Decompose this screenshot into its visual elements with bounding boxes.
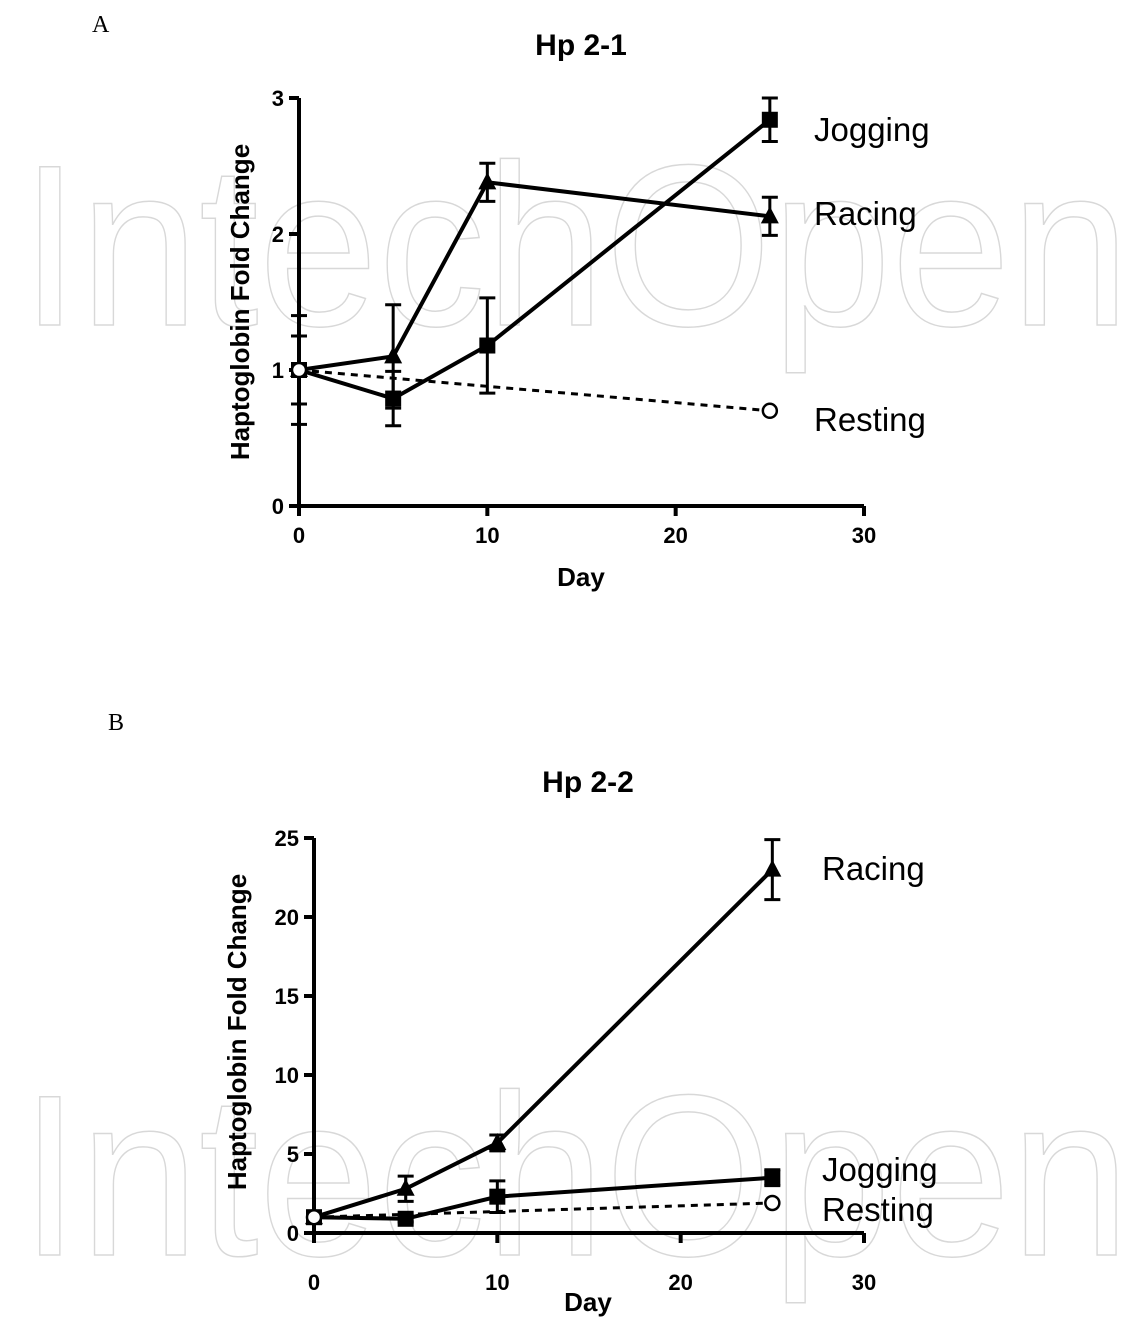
panel-a-racing-label: Racing bbox=[814, 195, 917, 232]
panel-b-y-tick-label: 5 bbox=[287, 1142, 299, 1167]
panel-b-racing-point bbox=[396, 1178, 415, 1196]
panel-b-resting-line bbox=[313, 1201, 773, 1219]
watermark-bottom: IntechOpen bbox=[20, 1047, 1130, 1304]
panel-a-plot: 0 10 20 30 0 1 2 3 Jogging Racing Resting bbox=[272, 86, 930, 548]
panel-a-racing-point bbox=[384, 346, 403, 364]
panel-b-letter: B bbox=[108, 710, 124, 736]
panel-b-x-tick-label: 0 bbox=[308, 1270, 320, 1295]
panel-a-x-tick-label: 0 bbox=[293, 523, 305, 548]
panel-a-jogging-point bbox=[479, 337, 496, 354]
panel-a-x-tick-label: 10 bbox=[475, 523, 499, 548]
panel-b-y-axis-label: Haptoglobin Fold Change bbox=[222, 874, 252, 1190]
panel-b-resting-point bbox=[764, 1194, 781, 1212]
panel-a-y-axis-label: Haptoglobin Fold Change bbox=[225, 144, 255, 460]
panel-a-x-axis-label: Day bbox=[557, 562, 605, 592]
panel-a-y-tick-label: 1 bbox=[272, 358, 284, 383]
panel-a-y-tick-label: 2 bbox=[272, 222, 284, 247]
panel-a-jogging-line bbox=[298, 118, 772, 401]
panel-b-racing-line bbox=[313, 868, 774, 1220]
panel-a-jogging-point bbox=[761, 111, 778, 128]
panel-a-resting-label: Resting bbox=[814, 401, 926, 438]
panel-b-racing-point bbox=[488, 1132, 507, 1150]
panel-b-racing-point bbox=[763, 859, 782, 877]
panel-a-jogging-label: Jogging bbox=[814, 111, 930, 148]
panel-a-resting-line bbox=[298, 368, 770, 413]
panel-b-x-tick-label: 10 bbox=[485, 1270, 509, 1295]
panel-b-y-tick-label: 25 bbox=[275, 826, 299, 851]
panel-b-jogging-label: Jogging bbox=[822, 1151, 938, 1188]
panel-a-racing-line bbox=[298, 180, 771, 372]
panel-a-racing-point bbox=[760, 206, 779, 224]
panel-b-jogging-line bbox=[313, 1175, 773, 1221]
panel-b-resting-point bbox=[305, 1208, 323, 1226]
panel-a-title: Hp 2-1 bbox=[535, 29, 627, 62]
panel-a-letter: A bbox=[92, 12, 110, 38]
panel-b-y-tick-label: 15 bbox=[275, 984, 299, 1009]
panel-b-racing-label: Racing bbox=[822, 850, 925, 887]
panel-a-x-tick-label: 20 bbox=[663, 523, 687, 548]
panel-a-resting-point bbox=[290, 361, 308, 379]
panel-a-y-tick-label: 0 bbox=[272, 494, 284, 519]
panel-a-x-tick-label: 30 bbox=[852, 523, 876, 548]
panel-a-resting-point bbox=[761, 402, 779, 420]
panel-b-title: Hp 2-2 bbox=[542, 766, 634, 799]
panel-a-y-tick-label: 3 bbox=[272, 86, 284, 111]
panel-b-x-tick-label: 30 bbox=[852, 1270, 876, 1295]
panel-b-x-axis-label: Day bbox=[564, 1287, 612, 1317]
panel-a-racing-point bbox=[478, 172, 497, 190]
panel-b-jogging-point bbox=[489, 1188, 506, 1205]
panel-b-y-tick-label: 0 bbox=[287, 1221, 299, 1246]
panel-b-resting-label: Resting bbox=[822, 1191, 934, 1228]
panel-b-y-tick-label: 10 bbox=[275, 1063, 299, 1088]
panel-b-x-tick-label: 20 bbox=[668, 1270, 692, 1295]
panel-b-jogging-point bbox=[764, 1169, 781, 1186]
watermark-top: IntechOpen bbox=[20, 117, 1130, 374]
panel-b-y-tick-label: 20 bbox=[275, 905, 299, 930]
